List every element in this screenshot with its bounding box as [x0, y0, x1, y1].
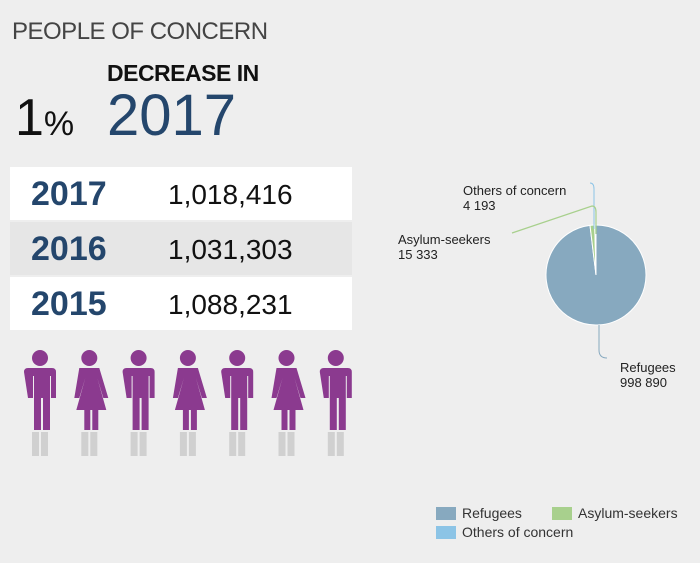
- figure-head: [229, 350, 246, 366]
- figure-shadow: [287, 432, 295, 456]
- figure-head: [32, 350, 48, 366]
- male-figure-icon: [122, 350, 155, 456]
- figure-shadow: [139, 432, 147, 456]
- decrease-year: 2017: [107, 83, 237, 148]
- legend-label: Refugees: [462, 505, 522, 521]
- male-figure-icon: [24, 350, 56, 456]
- legend-swatch: [436, 525, 456, 539]
- percent-symbol: %: [43, 105, 75, 143]
- decrease-label: DECREASE IN: [107, 60, 259, 86]
- figure-body: [24, 368, 56, 430]
- label-refugees: Refugees 998 890: [620, 360, 676, 390]
- female-figure-icon: [172, 350, 207, 456]
- row-year: 2017: [31, 175, 107, 213]
- legend-label: Asylum-seekers: [578, 505, 678, 521]
- figure-head: [327, 350, 344, 366]
- leader-line-asylum: [511, 205, 597, 234]
- row-year: 2015: [31, 285, 107, 323]
- female-figure-icon: [271, 350, 306, 456]
- legend-asylum[interactable]: Asylum-seekers: [552, 505, 678, 521]
- page-title: PEOPLE OF CONCERN: [12, 18, 268, 45]
- label-asylum-value: 15 333: [398, 247, 438, 262]
- people-figures: [24, 350, 352, 456]
- figure-body: [271, 368, 306, 430]
- label-others: Others of concern 4 193: [463, 183, 566, 213]
- figure-body: [74, 368, 109, 430]
- label-asylum: Asylum-seekers 15 333: [398, 232, 490, 262]
- figure-shadow: [229, 432, 237, 456]
- figure-shadow: [336, 432, 344, 456]
- figure-shadow: [90, 432, 98, 456]
- figure-shadow: [238, 432, 246, 456]
- figure-shadow: [327, 432, 335, 456]
- row-value: 1,018,416: [168, 179, 293, 210]
- figure-shadow: [179, 432, 187, 456]
- percent-value: 1%: [15, 88, 74, 148]
- label-asylum-name: Asylum-seekers: [398, 232, 491, 247]
- leader-line-refugees: [598, 325, 608, 359]
- figure-head: [130, 350, 147, 366]
- figure-body: [319, 368, 352, 430]
- figure-shadow: [41, 432, 48, 456]
- label-refugees-value: 998 890: [620, 375, 667, 390]
- row-value: 1,088,231: [168, 289, 293, 320]
- leader-line-others: [589, 182, 595, 229]
- figure-shadow: [32, 432, 39, 456]
- male-figure-icon: [221, 350, 254, 456]
- legend-swatch: [552, 506, 572, 520]
- figure-shadow: [278, 432, 286, 456]
- figure-head: [278, 350, 295, 366]
- figure-head: [81, 350, 98, 366]
- legend-refugees[interactable]: Refugees: [436, 505, 522, 521]
- table-row: 2017 1,018,416: [10, 167, 352, 220]
- legend-label: Others of concern: [462, 524, 574, 540]
- label-others-value: 4 193: [463, 198, 496, 213]
- percent-number: 1: [15, 89, 44, 147]
- row-year: 2016: [31, 230, 107, 268]
- male-figure-icon: [319, 350, 352, 456]
- label-refugees-name: Refugees: [620, 360, 676, 375]
- figure-shadow: [130, 432, 138, 456]
- figure-body: [221, 368, 254, 430]
- figure-head: [179, 350, 196, 366]
- label-others-name: Others of concern: [463, 183, 567, 198]
- table-row: 2016 1,031,303: [10, 222, 352, 275]
- figure-shadow: [188, 432, 196, 456]
- legend-others[interactable]: Others of concern: [436, 524, 573, 540]
- row-value: 1,031,303: [168, 234, 293, 265]
- table-row: 2015 1,088,231: [10, 277, 352, 330]
- female-figure-icon: [74, 350, 109, 456]
- figure-body: [172, 368, 207, 430]
- legend-swatch: [436, 506, 456, 520]
- figure-shadow: [81, 432, 89, 456]
- figure-body: [122, 368, 155, 430]
